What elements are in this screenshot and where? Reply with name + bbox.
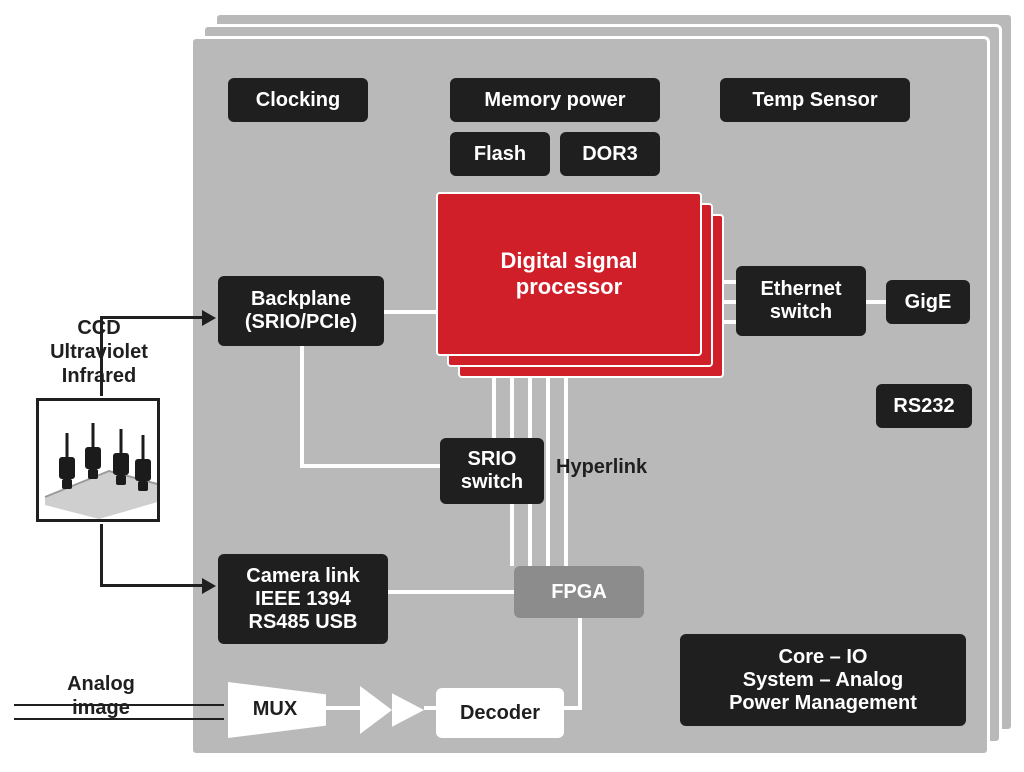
camera_link-block: Camera linkIEEE 1394RS485 USB — [218, 554, 388, 644]
decoder-block: Decoder — [436, 688, 564, 738]
arrow-head-icon — [202, 578, 216, 594]
flash-block: Flash — [450, 132, 550, 176]
hyperlink-label: Hyperlink — [556, 456, 647, 479]
backplane-block: Backplane(SRIO/PCIe) — [218, 276, 384, 346]
temp_sensor-block: Temp Sensor — [720, 78, 910, 122]
memory_power-block: Memory power — [450, 78, 660, 122]
core_io-block: Core – IOSystem – AnalogPower Management — [680, 634, 966, 726]
ccd-label: CCDUltravioletInfrared — [34, 316, 164, 388]
rs232-block: RS232 — [876, 384, 972, 428]
amp-icon — [360, 686, 424, 734]
gige-block: GigE — [886, 280, 970, 324]
fpga-block: FPGA — [514, 566, 644, 618]
analog-label: Analogimage — [46, 672, 156, 720]
clocking-block: Clocking — [228, 78, 368, 122]
srio_switch-block: SRIOswitch — [440, 438, 544, 504]
dsp-card-0: Digital signalprocessor — [436, 192, 702, 356]
eth_switch-block: Ethernetswitch — [736, 266, 866, 336]
mux-label: MUX — [238, 698, 312, 721]
camera-image — [36, 398, 160, 522]
arrow-head-icon — [202, 310, 216, 326]
dor3-block: DOR3 — [560, 132, 660, 176]
